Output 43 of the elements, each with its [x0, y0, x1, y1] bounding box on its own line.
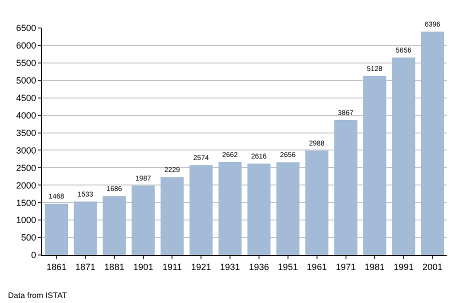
- y-tick-label: 500: [21, 232, 36, 243]
- y-tick-label: 3500: [16, 128, 36, 138]
- x-tick-label: 1981: [364, 262, 385, 272]
- y-tick-label: 4500: [16, 93, 36, 103]
- x-tick-label: 1951: [278, 262, 298, 272]
- x-tick-label: 1936: [248, 262, 269, 272]
- bar: [334, 120, 358, 255]
- x-tick-label: 1931: [220, 262, 240, 272]
- y-tick-label: 5000: [16, 76, 36, 86]
- y-tick-label: 6000: [16, 40, 36, 51]
- y-tick-label: 1500: [16, 198, 36, 208]
- bar: [102, 196, 126, 255]
- bar: [392, 57, 416, 255]
- x-tick-label: 1871: [75, 262, 96, 272]
- x-tick-label: 2001: [422, 262, 443, 272]
- bar: [74, 201, 97, 255]
- x-tick-label: 1971: [336, 262, 356, 272]
- bar: [44, 204, 68, 255]
- x-tick-label: 1911: [162, 262, 182, 272]
- bar: [247, 164, 271, 255]
- y-tick-label: 2500: [16, 162, 36, 173]
- x-tick-label: 1861: [46, 262, 66, 272]
- text: Data from ISTAT: [8, 291, 67, 300]
- y-tick-label: 6500: [16, 23, 36, 34]
- bar: [420, 32, 444, 255]
- bar: [218, 162, 242, 255]
- x-tick-label: 1991: [394, 262, 414, 272]
- y-tick-label: 1000: [16, 215, 36, 226]
- y-tick-label: 4000: [16, 110, 36, 120]
- x-tick-label: 1901: [133, 262, 154, 272]
- y-tick-label: 5500: [16, 58, 36, 68]
- bar: [132, 186, 155, 255]
- bar: [363, 76, 386, 255]
- bar: [160, 177, 184, 255]
- y-tick-label: 3000: [16, 145, 36, 156]
- y-tick-label: 2000: [16, 180, 36, 190]
- bar: [305, 150, 328, 255]
- x-tick-label: 1881: [104, 262, 124, 272]
- x-tick-label: 1961: [306, 262, 327, 272]
- x-tick-label: 1921: [191, 262, 212, 272]
- bar: [276, 162, 300, 255]
- bar: [190, 165, 213, 255]
- y-tick-label: 0: [31, 250, 36, 260]
